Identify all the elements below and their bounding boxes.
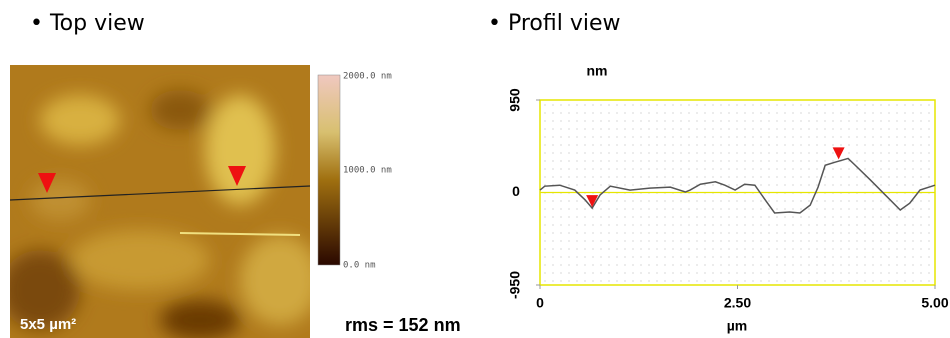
x-tick-label: 0 <box>536 295 544 311</box>
afm-image <box>10 65 310 338</box>
y-tick-label: 0 <box>512 183 520 199</box>
colorbar-label: 1000.0 nm <box>343 166 392 176</box>
top-view-title: • Top view <box>30 11 145 36</box>
y-tick-label: 950 <box>507 88 523 112</box>
x-tick-label: 2.50 <box>724 295 751 311</box>
profile-line <box>539 157 936 214</box>
colorbar-label: 0.0 nm <box>343 261 376 271</box>
y-tick-label: -950 <box>507 271 523 299</box>
cursor-marker <box>832 147 845 160</box>
x-tick-label: 5.00 <box>921 295 948 311</box>
y-axis-label: nm <box>587 63 608 79</box>
cursor-marker <box>586 195 599 208</box>
rms: rms = 152 nm <box>345 315 461 335</box>
x-axis-label: µm <box>727 318 748 334</box>
chart-title: • Profil view <box>488 11 621 36</box>
scale-label: 5x5 µm² <box>20 316 76 333</box>
colorbar <box>317 74 341 266</box>
colorbar-label: 2000.0 nm <box>343 72 392 82</box>
